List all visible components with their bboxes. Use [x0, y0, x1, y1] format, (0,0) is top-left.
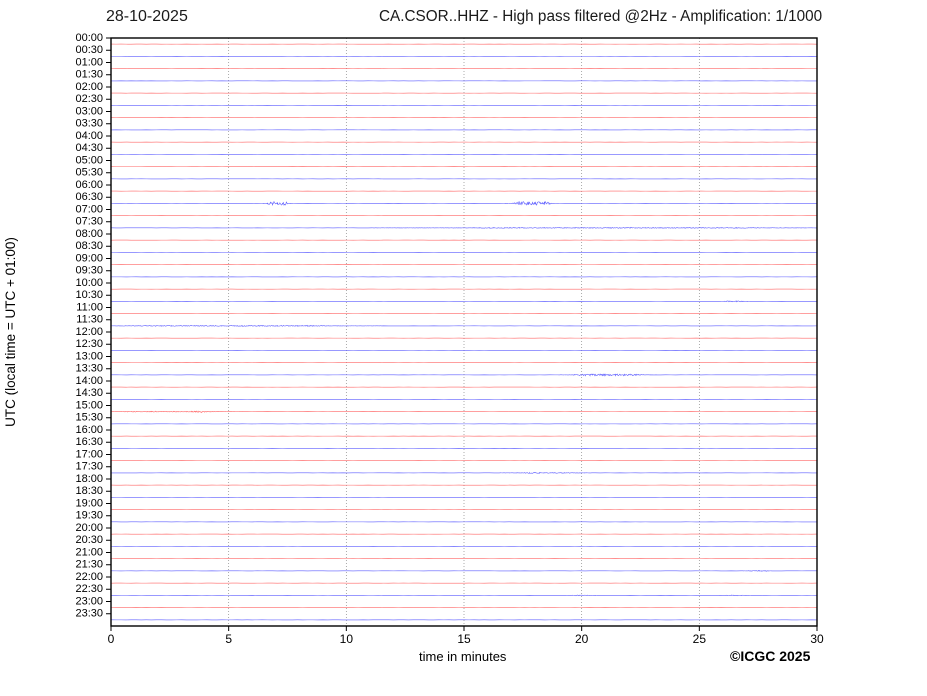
svg-text:20:00: 20:00: [75, 522, 103, 534]
svg-text:07:00: 07:00: [75, 203, 103, 215]
svg-text:25: 25: [693, 632, 707, 646]
svg-text:22:30: 22:30: [75, 583, 103, 595]
svg-text:09:30: 09:30: [75, 265, 103, 277]
svg-text:21:00: 21:00: [75, 546, 103, 558]
svg-text:15: 15: [457, 632, 471, 646]
svg-text:16:00: 16:00: [75, 424, 103, 436]
svg-text:12:00: 12:00: [75, 326, 103, 338]
svg-text:20:30: 20:30: [75, 534, 103, 546]
svg-text:10:00: 10:00: [75, 277, 103, 289]
svg-text:12:30: 12:30: [75, 338, 103, 350]
svg-text:09:00: 09:00: [75, 252, 103, 264]
svg-text:06:00: 06:00: [75, 179, 103, 191]
svg-text:30: 30: [810, 632, 824, 646]
svg-text:16:30: 16:30: [75, 436, 103, 448]
svg-text:22:00: 22:00: [75, 571, 103, 583]
svg-text:10: 10: [340, 632, 354, 646]
svg-text:18:30: 18:30: [75, 485, 103, 497]
svg-text:10:30: 10:30: [75, 289, 103, 301]
svg-text:03:30: 03:30: [75, 118, 103, 130]
svg-text:17:30: 17:30: [75, 461, 103, 473]
svg-text:19:00: 19:00: [75, 497, 103, 509]
svg-text:00:30: 00:30: [75, 44, 103, 56]
svg-text:15:00: 15:00: [75, 399, 103, 411]
svg-text:17:00: 17:00: [75, 448, 103, 460]
svg-text:5: 5: [225, 632, 232, 646]
svg-text:14:00: 14:00: [75, 375, 103, 387]
svg-text:19:30: 19:30: [75, 510, 103, 522]
svg-text:13:00: 13:00: [75, 350, 103, 362]
svg-text:06:30: 06:30: [75, 191, 103, 203]
svg-text:23:30: 23:30: [75, 608, 103, 620]
svg-text:00:00: 00:00: [75, 32, 103, 44]
svg-text:02:30: 02:30: [75, 93, 103, 105]
svg-text:14:30: 14:30: [75, 387, 103, 399]
svg-text:04:00: 04:00: [75, 130, 103, 142]
svg-text:08:30: 08:30: [75, 240, 103, 252]
svg-text:11:30: 11:30: [76, 314, 103, 326]
svg-text:18:00: 18:00: [75, 473, 103, 485]
svg-text:07:30: 07:30: [75, 216, 103, 228]
svg-text:03:00: 03:00: [75, 105, 103, 117]
svg-text:11:00: 11:00: [76, 301, 103, 313]
svg-text:01:00: 01:00: [75, 56, 103, 68]
svg-text:08:00: 08:00: [75, 228, 103, 240]
svg-text:13:30: 13:30: [75, 363, 103, 375]
svg-text:21:30: 21:30: [75, 559, 103, 571]
svg-text:20: 20: [575, 632, 589, 646]
svg-text:02:00: 02:00: [75, 81, 103, 93]
svg-text:15:30: 15:30: [75, 412, 103, 424]
svg-text:05:30: 05:30: [75, 167, 103, 179]
svg-text:0: 0: [108, 632, 115, 646]
svg-text:05:00: 05:00: [75, 154, 103, 166]
svg-text:23:00: 23:00: [75, 595, 103, 607]
svg-text:04:30: 04:30: [75, 142, 103, 154]
svg-text:01:30: 01:30: [75, 69, 103, 81]
